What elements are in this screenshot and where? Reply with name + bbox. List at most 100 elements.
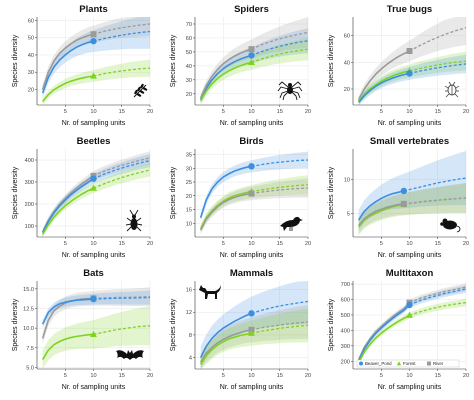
chart-panel: Multitaxon 5 10 15 20 200 300 400 500 600 700 Nr. o… bbox=[328, 268, 469, 391]
chart-panel: Beetles 5 10 15 20 100 200 300 400 Nr. of samplin… bbox=[12, 136, 153, 259]
y-tick-label: 60 bbox=[186, 36, 192, 42]
x-axis-label: Nr. of sampling units bbox=[220, 120, 284, 127]
legend-label: River bbox=[433, 361, 444, 366]
confidence-band bbox=[358, 183, 466, 235]
x-tick-label: 10 bbox=[248, 373, 254, 379]
observed-point-square bbox=[248, 190, 255, 197]
chart-title: Mammals bbox=[230, 268, 273, 279]
series-line-extrapolated bbox=[409, 63, 467, 75]
chart-title: True bugs bbox=[387, 4, 432, 15]
x-tick-label: 5 bbox=[380, 373, 383, 379]
chart-title: Plants bbox=[79, 4, 108, 15]
series-line-interpolated bbox=[199, 48, 252, 99]
observed-point-triangle bbox=[248, 58, 255, 65]
y-tick-label: 700 bbox=[341, 282, 350, 288]
observed-point-circle bbox=[248, 163, 255, 170]
series-line-extrapolated bbox=[93, 296, 151, 300]
chart-panel: Mammals 5 10 15 20 4 8 12 16 Nr. of sampling unit… bbox=[170, 268, 311, 391]
series-line-interpolated bbox=[357, 50, 410, 101]
confidence-band bbox=[42, 17, 150, 95]
confidence-band bbox=[200, 28, 308, 104]
x-axis-label: Nr. of sampling units bbox=[378, 384, 442, 391]
confidence-band bbox=[358, 298, 466, 366]
x-tick-label: 10 bbox=[406, 109, 412, 115]
series-line-interpolated bbox=[199, 61, 252, 102]
series-line-extrapolated bbox=[409, 27, 467, 52]
confidence-band bbox=[200, 178, 308, 235]
series-line-extrapolated bbox=[93, 169, 151, 189]
y-tick-label: 35 bbox=[186, 153, 192, 159]
y-axis-label: Species diversity bbox=[12, 298, 19, 351]
observed-point-circle bbox=[400, 187, 408, 195]
x-tick-label: 20 bbox=[463, 241, 469, 247]
x-tick-label: 5 bbox=[222, 109, 225, 115]
chart-title: Birds bbox=[239, 136, 263, 147]
y-tick-label: 60 bbox=[344, 34, 350, 40]
series-line-extrapolated bbox=[251, 321, 309, 331]
legend-label: Forest bbox=[403, 361, 416, 366]
confidence-band bbox=[200, 175, 308, 233]
x-tick-label: 15 bbox=[277, 109, 283, 115]
series-line-interpolated bbox=[199, 190, 252, 230]
series-line-extrapolated bbox=[409, 286, 467, 304]
series-line-interpolated bbox=[357, 190, 405, 221]
confidence-band bbox=[200, 37, 308, 106]
chart-panel: Plants 5 10 15 20 20 30 40 50 60 Nr. of sampling u… bbox=[12, 4, 153, 127]
y-tick-label: 400 bbox=[341, 328, 350, 334]
y-tick-label: 70 bbox=[186, 22, 192, 28]
observed-point-square bbox=[400, 200, 407, 207]
observed-point-circle bbox=[90, 175, 97, 182]
series-line-extrapolated bbox=[93, 157, 151, 177]
series-line-interpolated bbox=[199, 54, 252, 100]
x-tick-label: 15 bbox=[119, 109, 125, 115]
y-tick-label: 4 bbox=[189, 356, 192, 362]
x-tick-label: 5 bbox=[222, 373, 225, 379]
y-tick-label: 40 bbox=[344, 60, 350, 66]
observed-point-circle bbox=[248, 52, 255, 59]
series-line-interpolated bbox=[41, 33, 94, 90]
y-tick-label: 12 bbox=[186, 310, 192, 316]
series-line-interpolated bbox=[41, 298, 94, 325]
x-tick-label: 20 bbox=[305, 109, 311, 115]
x-axis-label: Nr. of sampling units bbox=[62, 384, 126, 391]
y-tick-label: 25 bbox=[186, 180, 192, 186]
series-line-interpolated bbox=[41, 40, 94, 94]
observed-point-square bbox=[90, 31, 97, 38]
legend-box bbox=[356, 359, 460, 368]
observed-point-triangle bbox=[90, 330, 97, 338]
series-line-interpolated bbox=[41, 333, 94, 360]
series-line-extrapolated bbox=[251, 159, 309, 167]
x-tick-label: 5 bbox=[380, 109, 383, 115]
chart-title: Spiders bbox=[234, 4, 269, 15]
x-axis-label: Nr. of sampling units bbox=[378, 120, 442, 127]
x-tick-label: 5 bbox=[64, 373, 67, 379]
y-tick-label: 15 bbox=[186, 208, 192, 214]
x-tick-label: 15 bbox=[435, 373, 441, 379]
observed-point-triangle bbox=[90, 72, 97, 79]
y-tick-label: 40 bbox=[28, 53, 34, 59]
series-line-extrapolated bbox=[251, 187, 309, 195]
x-axis-label: Nr. of sampling units bbox=[220, 252, 284, 259]
y-axis-label: Species diversity bbox=[170, 298, 177, 351]
y-tick-label: 20 bbox=[28, 87, 34, 93]
x-tick-label: 5 bbox=[222, 241, 225, 247]
observed-point-circle bbox=[90, 37, 97, 45]
series-line-interpolated bbox=[199, 332, 252, 365]
y-tick-label: 7.5 bbox=[26, 346, 34, 352]
y-tick-label: 300 bbox=[25, 180, 34, 186]
y-tick-label: 20 bbox=[186, 92, 192, 98]
legend: Beaver_Pond Forest River bbox=[356, 359, 460, 368]
y-tick-label: 15.0 bbox=[23, 287, 34, 293]
y-axis-label: Species diversity bbox=[12, 34, 19, 87]
y-axis-label: Species diversity bbox=[170, 166, 177, 219]
legend-marker bbox=[359, 361, 363, 366]
confidence-band bbox=[358, 183, 466, 234]
y-axis-label: Species diversity bbox=[12, 166, 19, 219]
x-tick-label: 5 bbox=[64, 241, 67, 247]
y-tick-label: 50 bbox=[28, 36, 34, 42]
confidence-band bbox=[42, 290, 150, 329]
y-tick-label: 40 bbox=[186, 64, 192, 70]
legend-label: Beaver_Pond bbox=[365, 361, 392, 366]
series-line-interpolated bbox=[358, 203, 404, 228]
series-line-extrapolated bbox=[93, 296, 151, 299]
